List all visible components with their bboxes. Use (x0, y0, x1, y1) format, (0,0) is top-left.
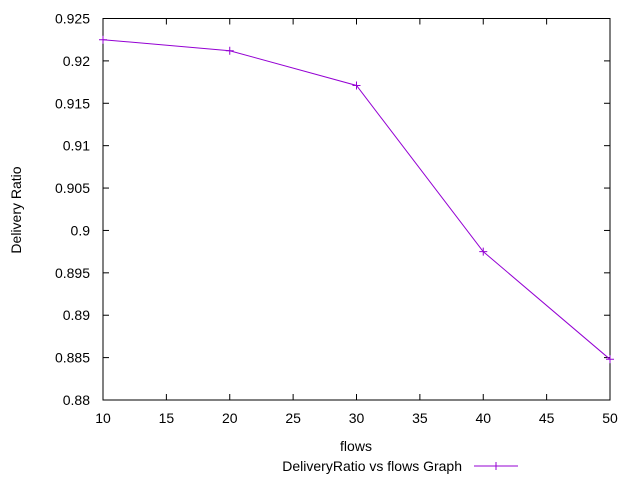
data-point-marker (99, 35, 107, 44)
y-tick-label: 0.915 (55, 95, 90, 111)
x-tick-label: 35 (412, 410, 428, 426)
y-tick-label: 0.895 (55, 265, 90, 281)
plot-frame (102, 18, 611, 401)
y-axis-label: Delivery Ratio (8, 166, 24, 253)
x-axis-label: flows (340, 438, 372, 454)
y-tick-label: 0.88 (63, 392, 90, 408)
y-tick-label: 0.885 (55, 350, 90, 366)
series-layer (99, 35, 614, 364)
y-tick-label: 0.925 (55, 11, 90, 27)
legend: DeliveryRatio vs flows Graph (282, 458, 518, 474)
data-point-marker (352, 81, 361, 90)
data-point-marker (479, 247, 488, 256)
x-tick-label: 30 (349, 410, 365, 426)
x-tick-label: 45 (539, 410, 555, 426)
y-axis-ticks: 0.88 0.885 0.89 0.895 0.9 0.905 0.91 0.915 0.92 0… (55, 11, 610, 408)
x-tick-label: 15 (159, 410, 175, 426)
x-tick-label: 50 (602, 410, 618, 426)
y-tick-label: 0.91 (63, 138, 90, 154)
y-tick-label: 0.905 (55, 180, 90, 196)
x-axis-ticks: 10 15 20 25 30 35 40 45 50 (95, 18, 618, 426)
y-tick-label: 0.92 (63, 53, 90, 69)
y-tick-label: 0.9 (71, 222, 91, 238)
x-tick-label: 25 (285, 410, 301, 426)
legend-label: DeliveryRatio vs flows Graph (282, 458, 462, 474)
data-point-marker (606, 355, 614, 364)
legend-marker (492, 462, 500, 470)
x-tick-label: 40 (475, 410, 491, 426)
x-tick-label: 10 (95, 410, 111, 426)
y-tick-label: 0.89 (63, 307, 90, 323)
data-point-marker (225, 46, 234, 55)
x-tick-label: 20 (222, 410, 238, 426)
